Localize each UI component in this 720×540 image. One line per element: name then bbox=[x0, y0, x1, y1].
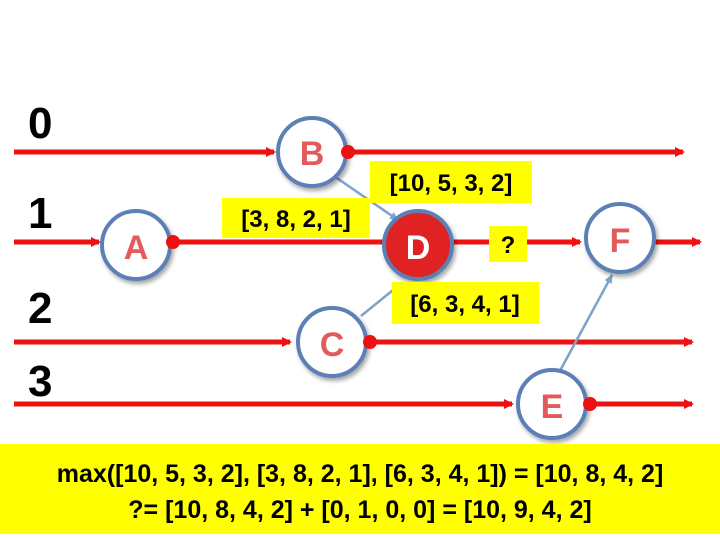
node-f: F bbox=[584, 202, 656, 274]
node-e-label: E bbox=[541, 388, 564, 426]
c-vector-label: [6, 3, 4, 1] bbox=[410, 291, 519, 318]
node-c: C bbox=[296, 306, 368, 378]
event-dot-e bbox=[583, 397, 597, 411]
message-b-to-d bbox=[330, 172, 399, 222]
node-e: E bbox=[516, 368, 588, 440]
lane-label-2: 2 bbox=[28, 284, 52, 333]
a-vector-box bbox=[222, 198, 370, 238]
equation-line-1: max([10, 5, 3, 2], [3, 8, 2, 1], [6, 3, … bbox=[57, 460, 664, 488]
event-dot-b bbox=[341, 145, 355, 159]
unknown-box bbox=[489, 226, 527, 262]
a-vector-label: [3, 8, 2, 1] bbox=[241, 206, 350, 233]
message-c-to-d bbox=[360, 285, 399, 317]
b-vector-label: [10, 5, 3, 2] bbox=[390, 170, 513, 197]
lane-label-1: 1 bbox=[28, 189, 52, 238]
node-a: A bbox=[100, 209, 172, 281]
node-b: B bbox=[276, 116, 348, 188]
lane-label-3: 3 bbox=[28, 357, 52, 406]
node-d: D bbox=[382, 209, 454, 281]
c-vector-box bbox=[392, 282, 539, 324]
equation-box bbox=[0, 444, 720, 534]
equation-line-2: ?= [10, 8, 4, 2] + [0, 1, 0, 0] = [10, 9… bbox=[128, 496, 591, 524]
unknown-label: ? bbox=[501, 232, 516, 259]
lane-label-0: 0 bbox=[28, 99, 52, 148]
node-a-label: A bbox=[124, 229, 149, 267]
message-e-to-f bbox=[553, 274, 614, 381]
event-dot-a bbox=[166, 235, 180, 249]
event-dot-c bbox=[363, 335, 377, 349]
node-f-label: F bbox=[610, 222, 631, 260]
b-vector-box bbox=[370, 161, 532, 203]
node-b-label: B bbox=[300, 135, 325, 173]
node-d-label: D bbox=[406, 229, 431, 267]
node-c-label: C bbox=[320, 326, 345, 364]
